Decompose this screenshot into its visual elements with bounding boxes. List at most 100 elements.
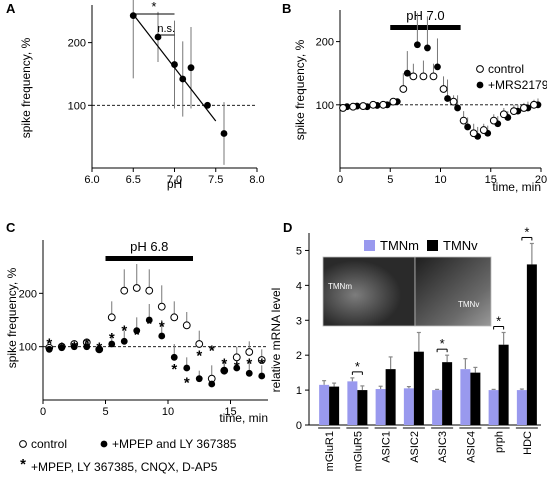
panel-a-y-axis-label: spike frequency, % xyxy=(19,37,33,138)
panel-a-x-tick-label: 6.0 xyxy=(84,174,99,186)
panel-letter-a: A xyxy=(6,1,16,16)
panel-d-bar-tmnm xyxy=(432,390,443,425)
panel-b-legend-point xyxy=(476,81,484,89)
panel-c-point xyxy=(170,353,178,361)
panel-c-legend-label: +MPEP and LY 367385 xyxy=(112,437,237,451)
panel-c-point xyxy=(232,353,241,362)
panel-d-inset-label: TMNv xyxy=(458,300,479,309)
panel-b-y-tick-label: 100 xyxy=(316,100,334,112)
panel-c-stimulus-bar xyxy=(105,256,193,261)
panel-d-bar-tmnv xyxy=(357,390,368,425)
panel-b-x-tick-label: 15 xyxy=(485,174,497,186)
panel-a-x-tick-label: 8.0 xyxy=(249,174,264,186)
panel-d-bar-tmnm xyxy=(375,389,386,425)
panel-d-y-tick-label: 5 xyxy=(296,245,302,257)
panel-c-point: * xyxy=(59,340,65,357)
panel-c-x-tick-label: 15 xyxy=(224,406,236,418)
panel-a-point xyxy=(129,12,137,20)
panel-a-x-tick-label: 7.5 xyxy=(208,174,223,186)
panel-c-point: * xyxy=(221,356,227,373)
panel-b-point xyxy=(413,41,421,49)
panel-c-point xyxy=(145,286,154,295)
panel-c-point xyxy=(83,343,91,351)
panel-c-point xyxy=(220,367,228,375)
panel-d-chart: 0 1 2 3 4 5 relative mRNA level mGluR1 mGluR5 * AS… xyxy=(269,224,541,471)
panel-b-point xyxy=(439,85,448,93)
panel-d-bar-tmnv xyxy=(329,386,340,425)
panel-b-point xyxy=(449,97,458,106)
panel-c-point xyxy=(133,327,141,335)
panel-c-chart: 0 5 10 15 100 200 pH 6.8 * * * * * * * * * * * * * * * * * * time… xyxy=(5,239,268,474)
panel-letter-c: C xyxy=(6,220,16,235)
panel-d-significance-label: * xyxy=(496,313,501,328)
panel-letter-b: B xyxy=(282,1,291,16)
panel-c-legend-point xyxy=(100,440,108,448)
panel-c-point xyxy=(245,369,253,377)
panel-b-point xyxy=(369,100,378,109)
panel-d-y-axis-label: relative mRNA level xyxy=(269,288,283,393)
panel-b-point xyxy=(464,123,472,131)
panel-c-point xyxy=(70,343,78,351)
panel-c-point: * xyxy=(184,374,190,391)
panel-b-point xyxy=(379,100,388,109)
panel-d-legend-swatch-tmnv xyxy=(427,240,438,251)
panel-c-point xyxy=(58,344,66,352)
panel-c-point xyxy=(120,286,129,295)
panel-c-point: * xyxy=(171,361,177,378)
panel-a-significance-label: n.s. xyxy=(157,23,175,35)
panel-b-legend-label: control xyxy=(488,62,524,76)
panel-b-point xyxy=(469,129,478,138)
panel-d-bar-tmnv xyxy=(526,264,537,425)
panel-d-bar-tmnm xyxy=(460,369,471,425)
panel-d-y-tick-label: 2 xyxy=(296,350,302,362)
panel-d-category-label: mGluR1 xyxy=(324,431,336,471)
panel-b-point xyxy=(399,85,408,93)
panel-b-x-tick-label: 20 xyxy=(535,174,547,186)
panel-c-point: * xyxy=(121,323,127,340)
panel-d-category-label: ASIC4 xyxy=(465,431,477,463)
panel-b-point xyxy=(424,44,431,52)
panel-c-point xyxy=(258,372,266,380)
panel-c-point: * xyxy=(46,335,52,352)
panel-b-x-tick-label: 0 xyxy=(337,174,343,186)
panel-c-point xyxy=(195,375,203,383)
panel-a-point xyxy=(171,61,178,68)
panel-d-bar-tmnm xyxy=(347,381,358,425)
panel-b-point xyxy=(429,72,438,81)
panel-c-point xyxy=(170,313,179,322)
panel-b-x-axis-label: time, min xyxy=(492,180,541,194)
panel-d-significance-label: * xyxy=(355,359,360,374)
panel-c-point xyxy=(195,340,204,348)
panel-d-legend-swatch-tmnm xyxy=(364,240,375,251)
panel-c-point: * xyxy=(134,326,140,343)
panel-d-bar-tmnv xyxy=(442,362,453,425)
panel-d-y-tick-label: 4 xyxy=(296,280,302,292)
panel-c-point: * xyxy=(146,316,152,333)
panel-a-x-axis-label: pH xyxy=(167,177,182,191)
panel-c-x-tick-label: 5 xyxy=(102,406,108,418)
panel-c-point xyxy=(157,302,166,311)
panel-d-bar-tmnv xyxy=(470,372,481,425)
panel-d-y-tick-label: 1 xyxy=(296,385,302,397)
panel-b-point xyxy=(499,110,508,119)
panel-d-y-tick-label: 0 xyxy=(296,420,302,432)
panel-c-y-axis-label: spike frequency, % xyxy=(5,267,19,368)
panel-c-point: * xyxy=(196,348,202,365)
panel-c-point: * xyxy=(234,358,240,375)
panel-d-category-label: ASIC1 xyxy=(381,431,393,463)
panel-b-x-tick-label: 10 xyxy=(434,174,446,186)
panel-b-point xyxy=(403,69,411,77)
panel-b-point xyxy=(389,97,398,106)
panel-a-point xyxy=(187,64,195,72)
panel-d-bar-tmnm xyxy=(403,388,414,425)
panel-d-category-label: prph xyxy=(494,431,506,453)
panel-d-y-tick-label: 3 xyxy=(296,315,302,327)
panel-c-point: * xyxy=(259,356,265,373)
panel-b-stimulus-label: pH 7.0 xyxy=(406,8,444,23)
panel-a-x-tick-label: 6.5 xyxy=(126,174,141,186)
panel-c-point xyxy=(108,340,116,348)
panel-b-point xyxy=(359,102,368,110)
panel-c-point xyxy=(208,380,216,388)
panel-c-point: * xyxy=(96,340,102,357)
